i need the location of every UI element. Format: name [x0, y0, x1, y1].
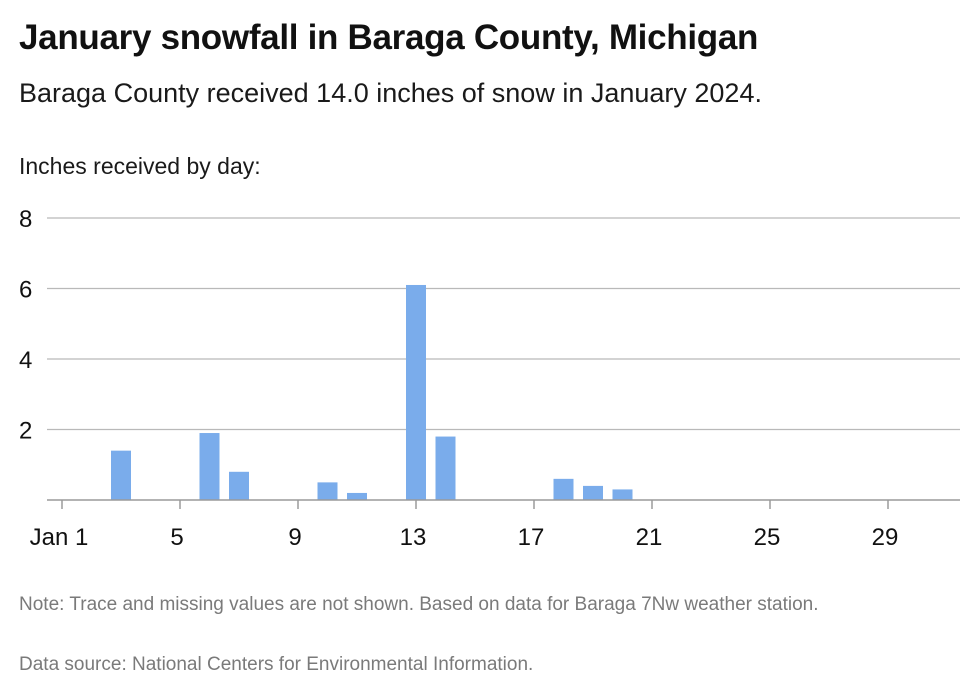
x-tick-label: 25: [754, 524, 781, 551]
y-tick-label: 8: [19, 206, 32, 233]
bars: [111, 284, 633, 500]
chart-note: Note: Trace and missing values are not s…: [19, 594, 819, 615]
x-tick-label: 29: [872, 524, 899, 551]
x-tick-label: Jan 1: [30, 524, 89, 551]
bar-jan-14: [435, 436, 456, 500]
chart-title: January snowfall in Baraga County, Michi…: [19, 18, 759, 57]
bar-jan-10: [317, 482, 338, 500]
bar-jan-13: [406, 284, 426, 500]
data-source: Data source: National Centers for Enviro…: [19, 654, 534, 675]
axes: 2 4 6 8 Jan 1 5 9 13 17 21 25 29: [19, 206, 960, 551]
bar-jan-7: [229, 471, 249, 500]
snowfall-bar-chart: 2 4 6 8 Jan 1 5 9 13 17 21 25 29: [19, 206, 960, 551]
y-tick-label: 6: [19, 277, 32, 304]
bar-jan-6: [199, 433, 220, 500]
bar-jan-20: [612, 489, 633, 500]
bar-jan-19: [583, 485, 603, 500]
chart-subtitle: Baraga County received 14.0 inches of sn…: [19, 78, 762, 108]
x-tick-label: 21: [636, 524, 663, 551]
y-tick-label: 4: [19, 347, 32, 374]
y-axis-label: Inches received by day:: [19, 153, 261, 179]
x-tick-label: 13: [400, 524, 427, 551]
bar-jan-11: [347, 492, 367, 500]
y-tick-label: 2: [19, 418, 32, 445]
x-tick-label: 5: [170, 524, 183, 551]
bar-jan-3: [111, 450, 131, 500]
bar-jan-18: [553, 478, 574, 500]
gridlines: [47, 217, 960, 431]
x-tick-label: 17: [518, 524, 545, 551]
x-tick-label: 9: [288, 524, 301, 551]
